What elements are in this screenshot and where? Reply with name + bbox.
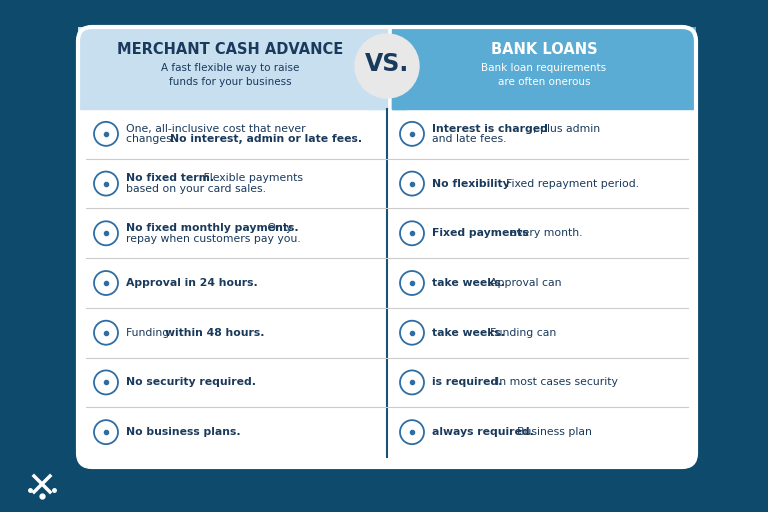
Text: Business plan: Business plan: [517, 427, 595, 437]
FancyBboxPatch shape: [392, 27, 696, 109]
Text: A fast flexible way to raise
funds for your business: A fast flexible way to raise funds for y…: [161, 63, 300, 87]
Text: Interest is charged: Interest is charged: [432, 123, 548, 134]
FancyBboxPatch shape: [392, 27, 696, 109]
Text: based on your card sales.: based on your card sales.: [126, 184, 266, 194]
Bar: [368, 27, 387, 109]
Text: BANK LOANS: BANK LOANS: [491, 41, 598, 56]
Text: Fixed payments: Fixed payments: [432, 228, 528, 238]
Bar: [392, 27, 406, 109]
Text: In most cases security: In most cases security: [495, 377, 621, 388]
Bar: [392, 95, 696, 109]
Text: No fixed term.: No fixed term.: [126, 173, 214, 183]
FancyBboxPatch shape: [78, 27, 382, 109]
Text: changes.: changes.: [126, 134, 179, 144]
Text: No interest, admin or late fees.: No interest, admin or late fees.: [170, 134, 362, 144]
Circle shape: [355, 34, 419, 98]
Text: No flexibility: No flexibility: [432, 179, 510, 188]
Text: Only: Only: [264, 223, 293, 233]
Text: One, all-inclusive cost that never: One, all-inclusive cost that never: [126, 123, 306, 134]
Text: Funding can: Funding can: [490, 328, 560, 338]
Text: every month.: every month.: [506, 228, 583, 238]
Text: take weeks.: take weeks.: [432, 278, 505, 288]
Text: Flexible payments: Flexible payments: [200, 173, 303, 183]
Text: VS.: VS.: [365, 52, 409, 76]
Text: Approval can: Approval can: [490, 278, 565, 288]
Text: and late fees.: and late fees.: [432, 134, 507, 144]
Text: MERCHANT CASH ADVANCE: MERCHANT CASH ADVANCE: [117, 41, 343, 56]
Text: Bank loan requirements
are often onerous: Bank loan requirements are often onerous: [482, 63, 607, 87]
Text: No fixed monthly payments.: No fixed monthly payments.: [126, 223, 299, 233]
Text: take weeks.: take weeks.: [432, 328, 505, 338]
Text: , plus admin: , plus admin: [533, 123, 600, 134]
Text: Fixed repayment period.: Fixed repayment period.: [506, 179, 643, 188]
FancyBboxPatch shape: [78, 27, 382, 109]
Text: No security required.: No security required.: [126, 377, 256, 388]
Text: No business plans.: No business plans.: [126, 427, 240, 437]
Text: Approval in 24 hours.: Approval in 24 hours.: [126, 278, 258, 288]
Text: within 48 hours.: within 48 hours.: [164, 328, 264, 338]
Bar: [78, 95, 382, 109]
Text: Funding: Funding: [126, 328, 173, 338]
Text: always required.: always required.: [432, 427, 534, 437]
FancyBboxPatch shape: [78, 27, 696, 467]
Text: repay when customers pay you.: repay when customers pay you.: [126, 233, 301, 244]
Text: is required.: is required.: [432, 377, 502, 388]
